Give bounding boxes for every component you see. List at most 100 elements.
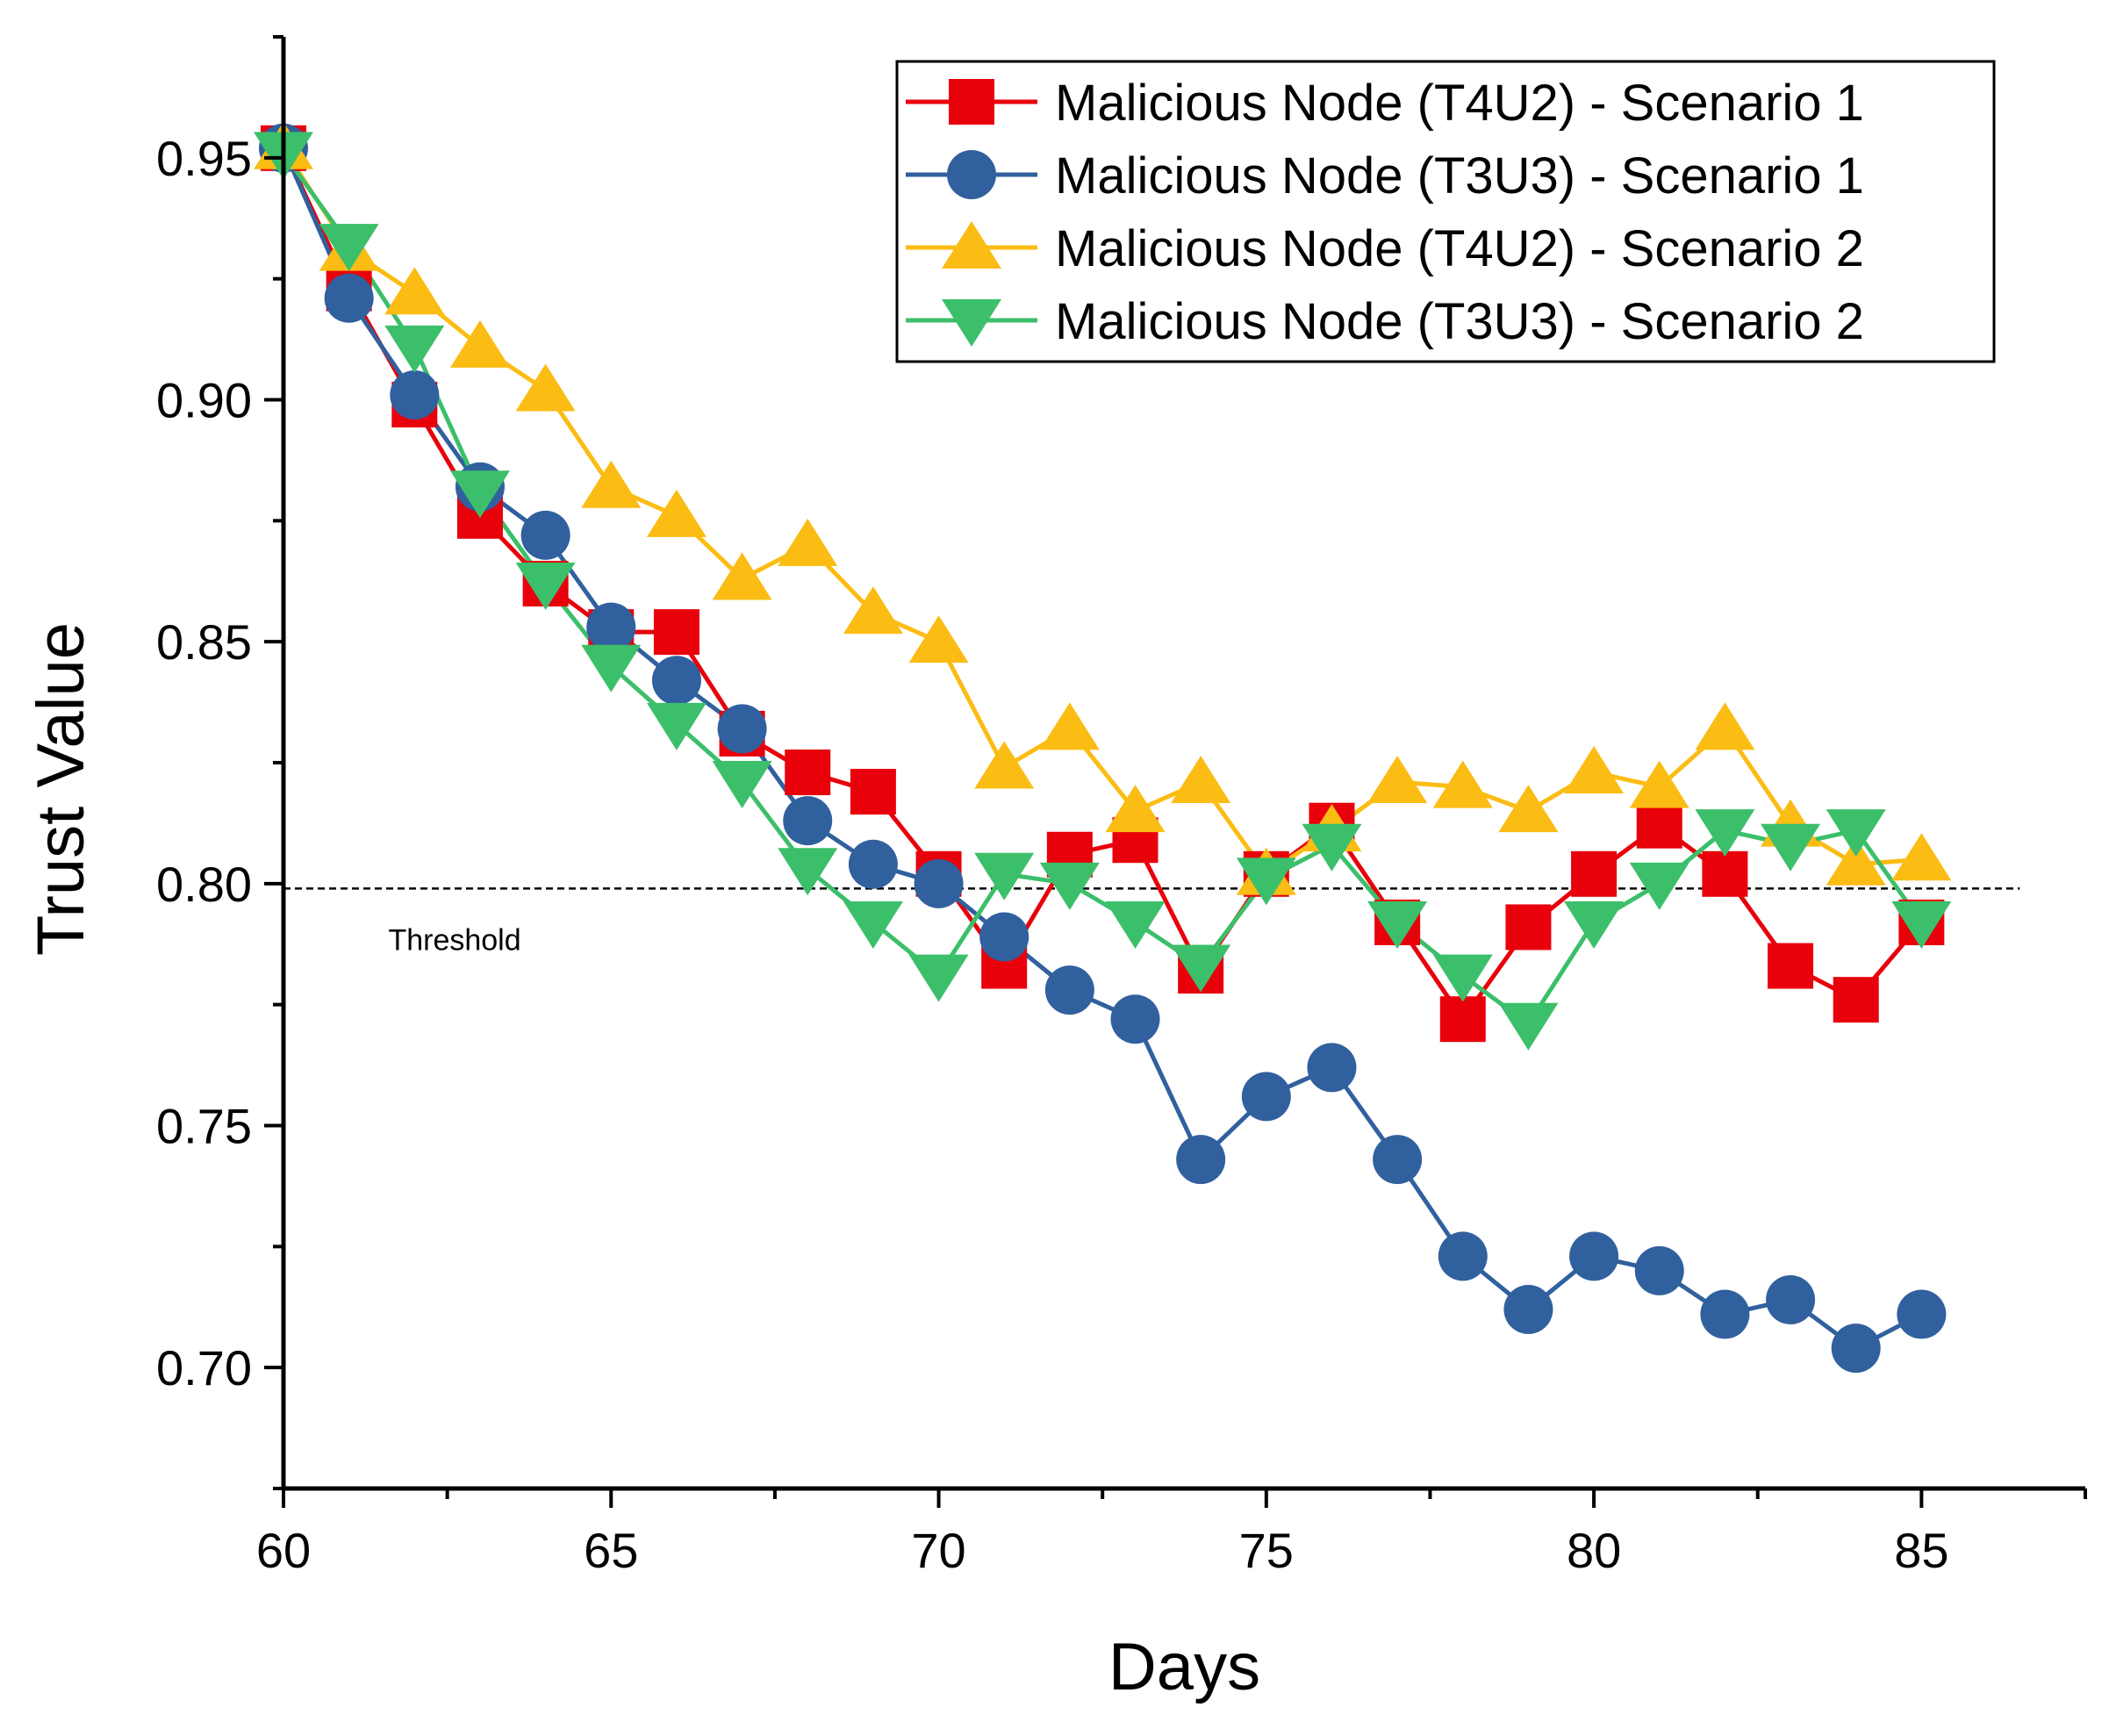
series-3-point — [1826, 837, 1886, 886]
series-4-point — [384, 325, 445, 373]
series-2-point — [1176, 1135, 1226, 1185]
axes: 60 65 70 75 80 85 0.70 0.75 0.80 0.85 0.90 0.95 — [156, 35, 2087, 1578]
series-3-point — [1629, 760, 1689, 808]
series-3-point — [908, 615, 969, 664]
legend-marker-4 — [942, 299, 1001, 347]
series-1-point — [1439, 996, 1486, 1043]
x-tick-label: 70 — [911, 1523, 965, 1578]
series-4-point — [581, 644, 642, 692]
series-4-point — [646, 702, 707, 750]
series-2-point — [717, 704, 767, 754]
series-3-point — [581, 460, 642, 508]
y-axis-title: Trust Value — [24, 622, 98, 956]
y-tick-label: 0.70 — [156, 1340, 252, 1395]
series-2-point — [848, 839, 898, 889]
series-2-point — [914, 858, 964, 908]
series-2-point — [1634, 1245, 1684, 1295]
series-1-point — [1571, 850, 1618, 897]
series-1-point — [653, 609, 699, 656]
series-1-point — [850, 769, 896, 815]
series-2-point — [1766, 1274, 1816, 1324]
legend: Malicious Node (T4U2) - Scenario 1 Malici… — [895, 60, 1996, 363]
series-1-point — [1768, 943, 1814, 989]
series-4-point — [515, 563, 576, 611]
series-2-point — [324, 273, 374, 323]
series-1-point — [1833, 977, 1879, 1023]
series-3-point — [515, 363, 576, 412]
x-tick-label: 65 — [584, 1523, 638, 1578]
series-4-point — [1432, 954, 1493, 1002]
series-4-point — [1891, 900, 1952, 949]
series-4-point — [1236, 857, 1296, 906]
series-2-point — [1503, 1285, 1553, 1335]
series-4-point — [1302, 823, 1362, 872]
legend-label-1: Malicious Node (T4U2) - Scenario 1 — [1055, 75, 1864, 132]
series-4-point — [319, 224, 379, 272]
series-2-point — [520, 510, 570, 560]
series-3-point — [1105, 785, 1166, 833]
series-2-point — [1831, 1324, 1881, 1374]
series-3-point — [384, 267, 445, 315]
legend-label-4: Malicious Node (T3U3) - Scenario 2 — [1055, 293, 1864, 350]
threshold-label: Threshold — [388, 923, 520, 957]
series-3-point — [843, 586, 903, 635]
series-4-point — [1761, 823, 1821, 872]
series-3-point — [1039, 702, 1100, 750]
series-2-point — [1307, 1043, 1357, 1093]
series-2-point — [390, 369, 440, 420]
series-3-point — [1498, 785, 1559, 833]
series-3-point — [1564, 746, 1625, 794]
series-3-point — [712, 552, 772, 600]
series-2-point — [586, 602, 636, 652]
series-2-point — [1110, 994, 1160, 1044]
series-3-point — [974, 741, 1035, 789]
series-4-point — [1039, 862, 1100, 910]
y-tick-label: 0.85 — [156, 614, 252, 670]
x-tick-label: 80 — [1567, 1523, 1621, 1578]
series-3-point — [778, 518, 838, 566]
x-tick-label: 85 — [1894, 1523, 1948, 1578]
series-4-point — [1629, 862, 1689, 910]
series-4-point — [778, 848, 838, 896]
series-3-point — [449, 319, 510, 368]
y-tick-label: 0.95 — [156, 131, 252, 186]
series-1-point — [785, 750, 831, 796]
series-4-point — [1367, 900, 1428, 949]
series-3-point — [646, 489, 707, 537]
series-1-point — [1636, 802, 1682, 849]
series-2-point — [1438, 1231, 1488, 1281]
series-4-point — [449, 470, 510, 519]
series-4-point — [1826, 809, 1886, 857]
series-4-point — [1498, 1002, 1559, 1051]
legend-marker-1 — [949, 79, 994, 125]
series-1-point — [1505, 904, 1552, 950]
series-4-point — [1105, 900, 1166, 949]
series-3-point — [1891, 833, 1952, 881]
plot-area: Threshold — [254, 121, 2020, 1374]
series-4-point — [1171, 944, 1231, 993]
y-tick-label: 0.80 — [156, 857, 252, 912]
series-4-point — [712, 761, 772, 809]
y-tick-label: 0.75 — [156, 1099, 252, 1154]
series-4-point — [1564, 900, 1625, 949]
x-tick-label: 60 — [256, 1523, 311, 1578]
x-tick-label: 75 — [1239, 1523, 1294, 1578]
series-2-point — [1241, 1072, 1291, 1122]
legend-label-2: Malicious Node (T3U3) - Scenario 1 — [1055, 147, 1864, 204]
series-2-point — [651, 656, 701, 706]
series-3-point — [1432, 760, 1493, 808]
series-3-point — [1171, 756, 1231, 804]
series-2-point — [979, 912, 1029, 962]
legend-box — [895, 60, 1996, 363]
series-4-point — [908, 954, 969, 1002]
legend-marker-3 — [942, 221, 1001, 269]
series-2-point — [1569, 1231, 1619, 1281]
y-tick-label: 0.90 — [156, 373, 252, 428]
series-4-point — [1695, 809, 1755, 857]
series-2-point — [1044, 965, 1094, 1015]
x-axis-title: Days — [1108, 1630, 1260, 1704]
series-3-point — [1367, 756, 1428, 804]
series-4-point — [843, 900, 903, 949]
series-2-point — [1897, 1289, 1947, 1339]
